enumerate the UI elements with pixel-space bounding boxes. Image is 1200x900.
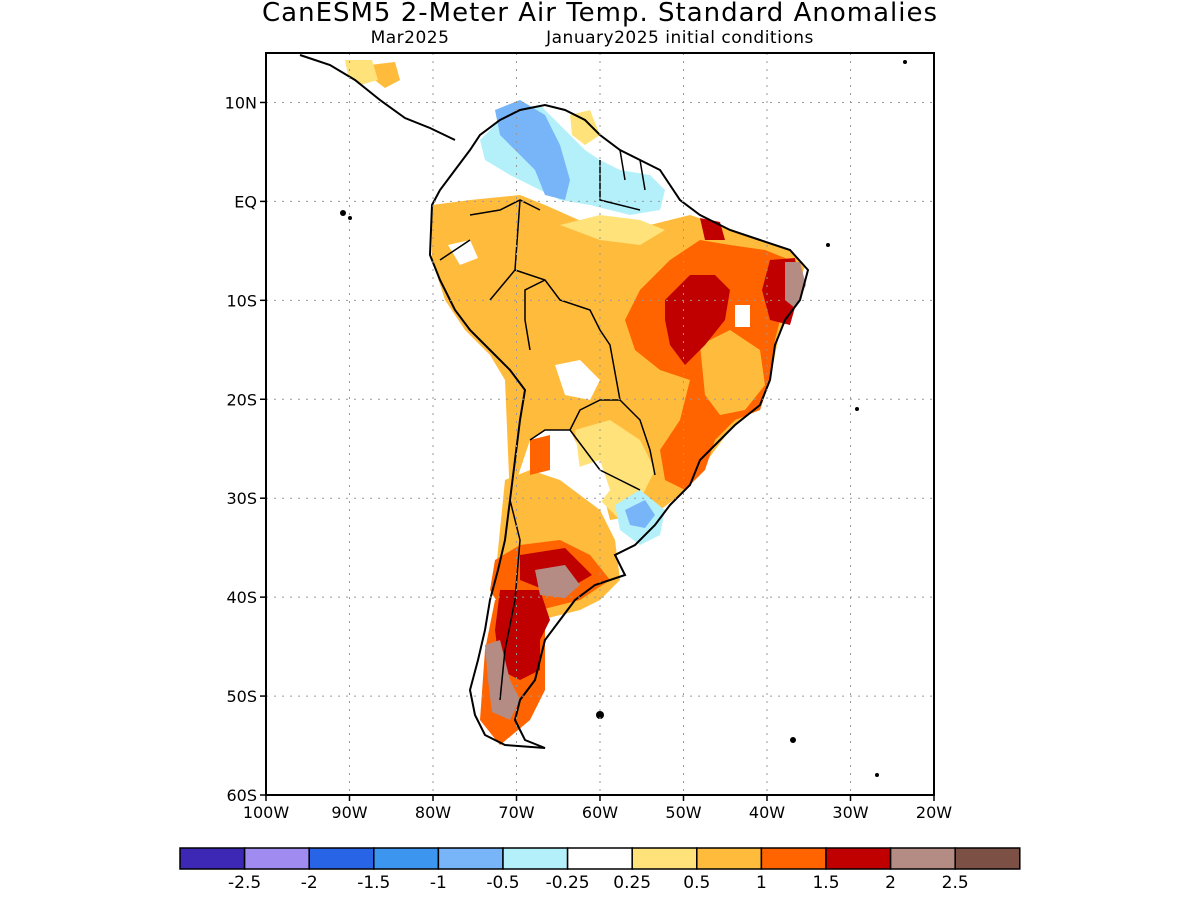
colorbar-label: -1	[430, 873, 447, 893]
lat-tick-label: 20S	[226, 390, 257, 409]
anomaly-region-vstrong-brazil	[665, 275, 730, 365]
south-america-coastline	[428, 103, 810, 749]
anomaly-region-strong-mato-grosso	[530, 435, 550, 475]
lat-tick-label: 40S	[226, 588, 257, 607]
colorbar-label: 2	[885, 873, 896, 893]
colorbar-swatch	[437, 847, 504, 870]
colorbar-label: -2.5	[228, 873, 261, 893]
colorbar-label: 0.5	[683, 873, 710, 893]
galapagos-islands	[340, 210, 346, 216]
lat-tick-label: 60S	[226, 786, 257, 805]
anomaly-region-moderate-bahia	[700, 330, 765, 415]
colorbar-label: 1.5	[812, 873, 839, 893]
anomaly-region-extreme-argentina	[535, 565, 580, 598]
anomaly-region-neg-mod-venezuela	[495, 100, 570, 200]
colorbar-swatch	[243, 847, 310, 870]
map-title: CanESM5 2-Meter Air Temp. Standard Anoma…	[262, 0, 938, 28]
anomaly-region-weak-amazon	[560, 215, 665, 245]
lon-tick-label: 50W	[665, 803, 701, 822]
anomaly-region-pos-mod-central-america	[370, 62, 400, 88]
anomaly-region-pos-weak-caribbean	[570, 110, 600, 145]
central-america-coastline	[299, 54, 456, 141]
lon-tick-label: 90W	[331, 803, 367, 822]
colorbar-label: -1.5	[357, 873, 390, 893]
colorbar-swatch	[889, 847, 956, 870]
colorbar-swatch	[954, 847, 1021, 870]
colorbar-swatch	[566, 847, 633, 870]
lon-tick-label: 80W	[415, 803, 451, 822]
colorbar-swatch	[825, 847, 892, 870]
forecast-month: Mar2025	[370, 28, 450, 48]
colorbar-label: 0.25	[613, 873, 651, 893]
colorbar-swatch	[760, 847, 827, 870]
colorbar-swatch	[373, 847, 440, 870]
south-sandwich-islands	[875, 773, 879, 777]
anomaly-region-white-bolivia	[555, 360, 600, 400]
initial-conditions-label: January2025 initial conditions	[546, 28, 814, 48]
lon-tick-label: 30W	[832, 803, 868, 822]
colorbar-swatch	[696, 847, 763, 870]
lon-tick-label: 70W	[498, 803, 534, 822]
anomaly-region-pos-weak-central-america	[345, 60, 378, 85]
lon-tick-label: 40W	[749, 803, 785, 822]
cape-verde-islands	[903, 60, 907, 64]
colorbar: -2.5 -2 -1.5 -1 -0.5 -0.25 0.25 0.5 1 1.5 2 2.5	[179, 847, 1021, 893]
anomaly-shading	[345, 60, 806, 745]
lon-tick-label: 100W	[243, 803, 290, 822]
colorbar-label: -0.25	[546, 873, 590, 893]
lon-tick-label: 60W	[582, 803, 618, 822]
anomaly-region-neg-mod-uruguay	[625, 500, 655, 528]
anomaly-region-vstrong-patagonia	[495, 590, 550, 680]
colorbar-label: 2.5	[942, 873, 969, 893]
lat-tick-label: 30S	[226, 489, 257, 508]
falkland-islands	[596, 711, 604, 719]
colorbar-swatch	[631, 847, 698, 870]
colorbar-label: -2	[301, 873, 318, 893]
colorbar-swatch	[502, 847, 569, 870]
country-borders	[439, 149, 656, 701]
anomaly-region-white-ecuador	[448, 240, 478, 265]
coastline	[299, 54, 810, 749]
fernando-de-noronha	[826, 243, 830, 247]
lat-tick-label: 10N	[225, 93, 257, 112]
anomaly-region-white-patch	[735, 305, 750, 327]
lat-tick-label: 10S	[226, 291, 257, 310]
trindade-island	[855, 407, 859, 411]
islands	[340, 60, 907, 777]
lat-tick-label: EQ	[234, 192, 257, 211]
galapagos-islands-small	[348, 216, 352, 220]
colorbar-swatch	[179, 847, 246, 870]
anomaly-region-extreme-northeast	[785, 262, 806, 308]
colorbar-label: -0.5	[486, 873, 519, 893]
south-georgia-island	[790, 737, 796, 743]
lat-tick-label: 50S	[226, 687, 257, 706]
colorbar-swatch	[308, 847, 375, 870]
lon-tick-label: 20W	[916, 803, 952, 822]
colorbar-label: 1	[756, 873, 767, 893]
